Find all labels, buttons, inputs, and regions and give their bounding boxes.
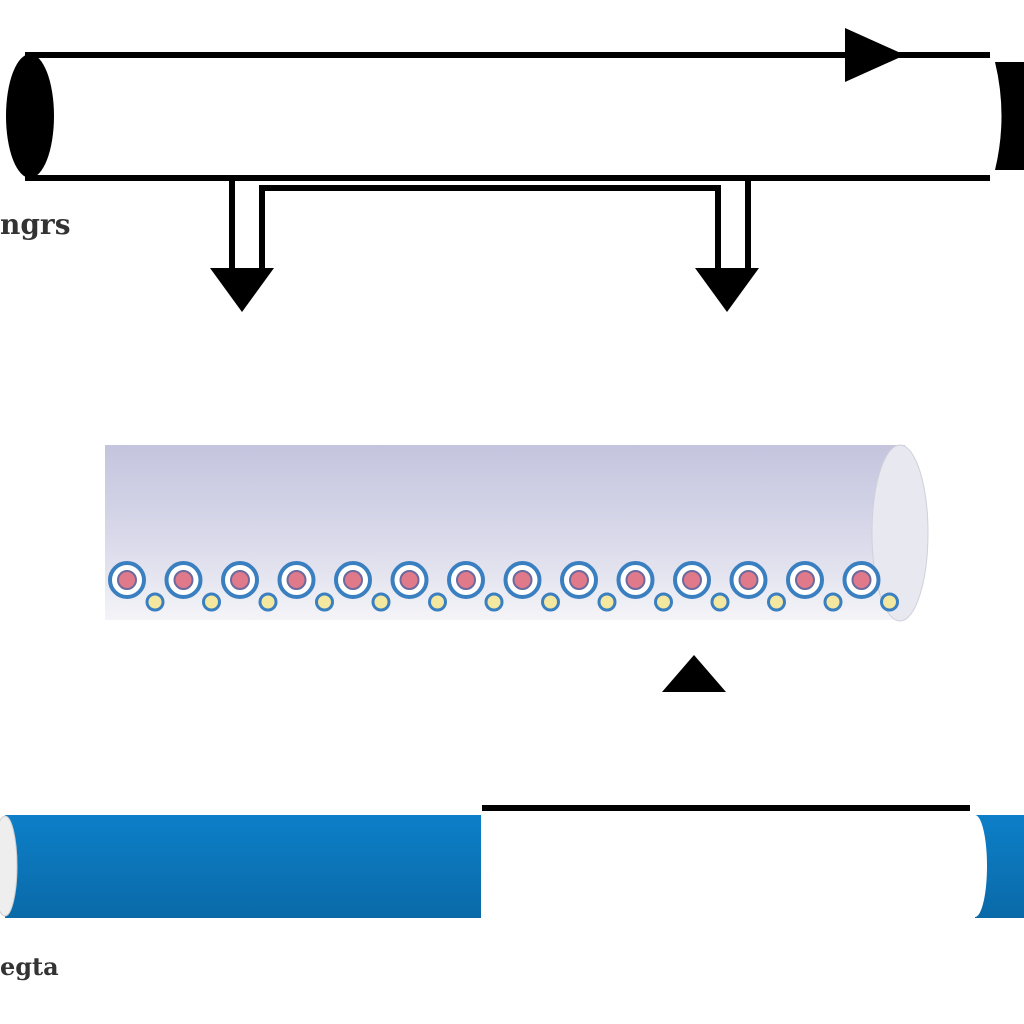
cell (173, 570, 194, 590)
cell (371, 592, 391, 612)
cell (767, 592, 786, 612)
cell (682, 570, 702, 590)
cell (851, 570, 872, 590)
cell (258, 592, 278, 612)
label: egta (0, 952, 59, 981)
arrow (845, 28, 905, 82)
cell (880, 592, 899, 612)
cell (823, 592, 843, 612)
top-pipe (25, 52, 990, 268)
cell (456, 570, 476, 590)
cell (484, 592, 504, 612)
cell (569, 570, 589, 590)
cell (428, 592, 447, 612)
bottom-pipe (0, 805, 1024, 918)
pipe-end (995, 62, 1024, 170)
cell (597, 592, 617, 612)
cell (541, 592, 560, 612)
cell (625, 570, 646, 590)
cell (117, 570, 137, 590)
cylinder (105, 444, 929, 622)
cell (315, 592, 334, 612)
cell (202, 592, 221, 612)
arrow (662, 655, 726, 692)
cell (145, 592, 165, 612)
pipe-end (6, 54, 54, 178)
cell (795, 570, 815, 590)
label: ngrs (0, 208, 70, 241)
cell (230, 570, 250, 590)
cell (738, 570, 759, 590)
cell (710, 592, 730, 612)
cell (399, 570, 420, 590)
arrow (210, 268, 274, 312)
cell (343, 570, 363, 590)
cell (512, 570, 533, 590)
cell (654, 592, 673, 612)
arrow (695, 268, 759, 312)
cell (286, 570, 307, 590)
